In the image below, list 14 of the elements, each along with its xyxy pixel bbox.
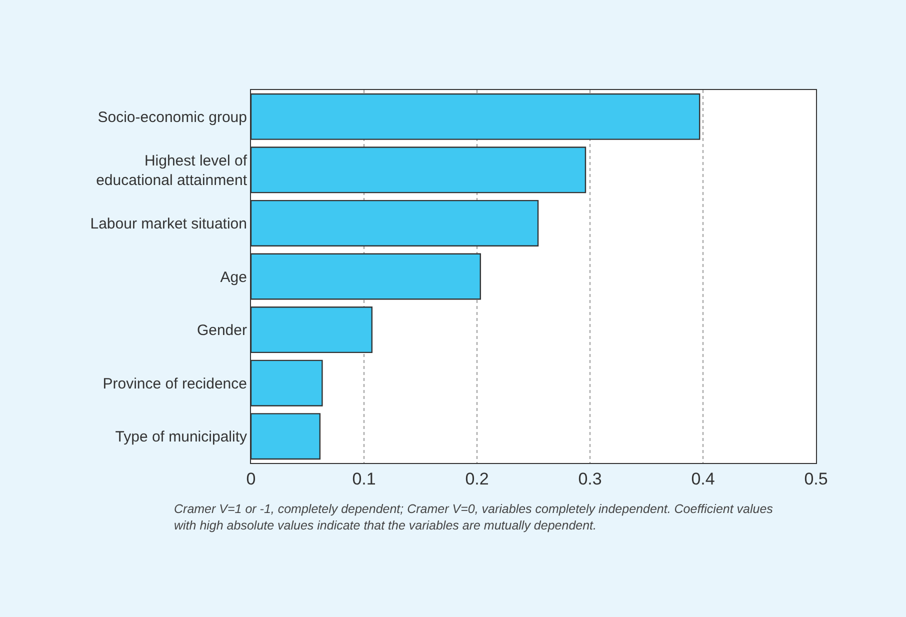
- y-tick-label: Age: [220, 268, 247, 286]
- text: Cramer V=1 or -1, completely dependent; Cramer V=0, variables completely independent. Coefficient values with high absolute values indicate that the variables are mutually dependent.: [174, 502, 773, 532]
- y-tick-label: Socio-economic group: [98, 108, 247, 126]
- x-tick-label: 0.1: [352, 469, 376, 488]
- x-tick-label: 0.4: [691, 469, 715, 488]
- x-tick-label: 0.2: [465, 469, 489, 488]
- x-tick-label: 0: [246, 469, 256, 488]
- x-tick-label: 0.3: [578, 469, 602, 488]
- y-tick-label: Labour market situation: [90, 215, 247, 232]
- x-tick-label: 0.5: [804, 469, 828, 488]
- y-tick-label: Type of municipality: [115, 428, 248, 446]
- y-tick-label: Gender: [196, 322, 247, 340]
- y-tick-label: Province of recidence: [102, 375, 247, 392]
- y-tick-label: Highest level of educational attainment: [96, 152, 248, 189]
